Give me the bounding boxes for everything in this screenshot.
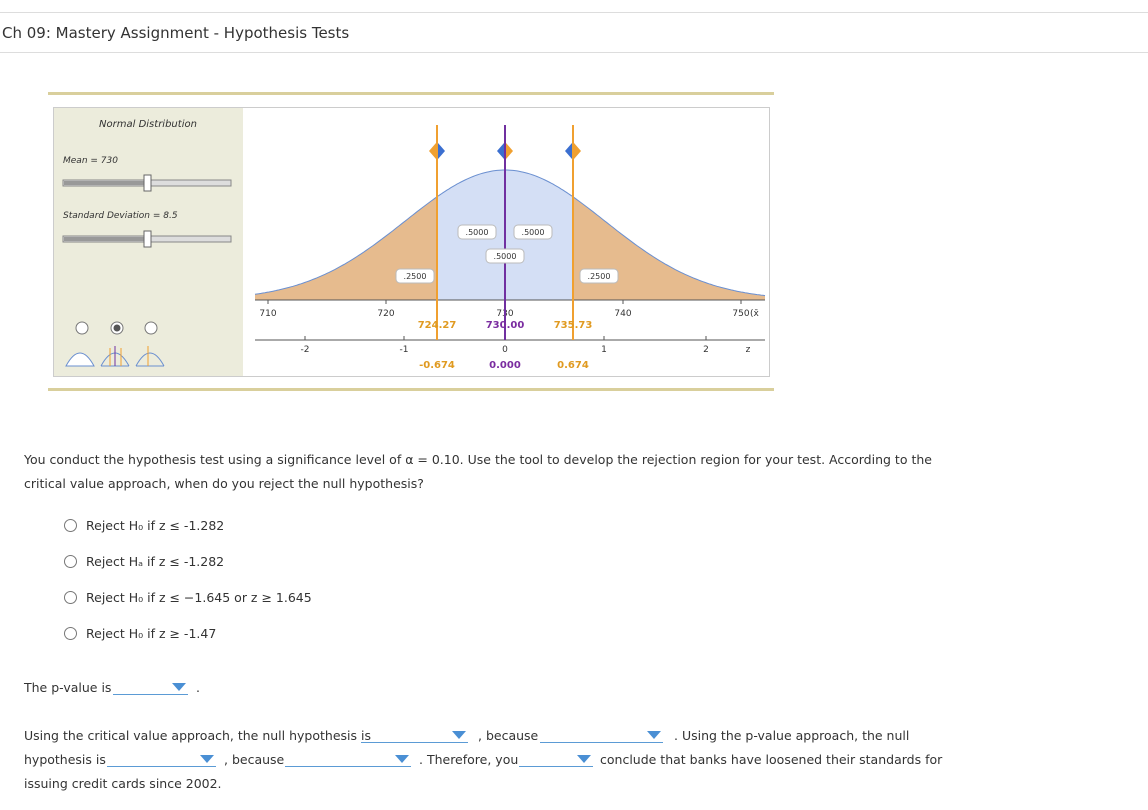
tail-area <box>573 196 765 300</box>
sd-label: Standard Deviation = 8.5 <box>63 211 178 221</box>
area-labels: .2500 .5000 .5000 .5000 .2500 <box>395 224 619 284</box>
dropdown[interactable] <box>285 750 411 767</box>
sentence: , because <box>478 728 539 743</box>
z-tick-label: 2 <box>703 345 709 355</box>
area-box <box>485 248 525 264</box>
z-marker: 0.674 <box>557 360 589 371</box>
sentence: Using the critical value approach, the n… <box>24 728 371 743</box>
mode-radio[interactable] <box>75 321 89 335</box>
handles[interactable] <box>429 143 581 159</box>
pvalue-end: . <box>196 680 200 695</box>
header-rule <box>0 52 1148 53</box>
option-radio[interactable] <box>64 627 77 640</box>
z-tick-label: -1 <box>400 345 409 355</box>
dropdown[interactable] <box>107 750 216 767</box>
area-box <box>579 268 619 284</box>
z-tick-label: 0 <box>502 345 508 355</box>
pvalue-dropdown[interactable] <box>113 678 188 695</box>
option-label[interactable]: Reject Hₐ if z ≤ -1.282 <box>86 554 225 569</box>
x-tick-label: 710 <box>259 309 276 319</box>
z-marker: 0.000 <box>489 360 521 371</box>
x-marker: 724.27 <box>418 320 457 331</box>
question-line: You conduct the hypothesis test using a … <box>24 452 932 467</box>
area-box <box>457 224 497 240</box>
area-label: .2500 <box>404 272 427 281</box>
option-radio[interactable] <box>64 591 77 604</box>
top-rule <box>0 12 1148 13</box>
slider-handle[interactable] <box>143 174 152 192</box>
sentence: . Therefore, you <box>419 752 519 767</box>
mean-label: Mean = 730 <box>63 156 118 166</box>
option-label[interactable]: Reject H₀ if z ≤ −1.645 or z ≥ 1.645 <box>86 590 312 605</box>
z-axis-label: z <box>746 345 751 355</box>
option-label[interactable]: Reject H₀ if z ≤ -1.282 <box>86 518 225 533</box>
page-title: Ch 09: Mastery Assignment - Hypothesis T… <box>2 24 350 42</box>
pvalue-label: The p-value is <box>24 680 112 695</box>
mode-radio[interactable] <box>144 321 158 335</box>
x-marker: 735.73 <box>554 320 593 331</box>
sentence: conclude that banks have loosened their … <box>600 752 943 767</box>
sentence: hypothesis is <box>24 752 106 767</box>
x-tick-label: 750 <box>732 309 749 319</box>
radio-dot <box>113 324 121 332</box>
x-axis-label: (x̄ <box>750 309 760 319</box>
sentence: , because <box>224 752 285 767</box>
option-label[interactable]: Reject H₀ if z ≥ -1.47 <box>86 626 217 641</box>
sentence: issuing credit cards since 2002. <box>24 776 222 791</box>
x-tick-label: 740 <box>614 309 631 319</box>
question-line: critical value approach, when do you rej… <box>24 476 424 491</box>
slider-fill <box>64 237 148 241</box>
option-radio[interactable] <box>64 555 77 568</box>
area-label: .5000 <box>522 228 545 237</box>
area-label: .2500 <box>588 272 611 281</box>
x-tick-label: 720 <box>377 309 394 319</box>
area-box <box>513 224 553 240</box>
mode-icons <box>65 346 165 367</box>
area-label: .5000 <box>466 228 489 237</box>
curve-line <box>254 169 766 297</box>
dropdown[interactable] <box>540 726 663 743</box>
area-box <box>395 268 435 284</box>
slider-fill <box>64 181 148 185</box>
normal-tool: Normal Distribution Mean = 730 Standard … <box>48 92 774 391</box>
rule <box>48 92 774 95</box>
area-label: .5000 <box>494 252 517 261</box>
tool-title: Normal Distribution <box>99 119 197 130</box>
slider-handle[interactable] <box>143 230 152 248</box>
x-marker: 730.00 <box>486 320 525 331</box>
rule <box>48 388 774 391</box>
z-marker: -0.674 <box>419 360 455 371</box>
dropdown[interactable] <box>519 750 593 767</box>
option-radio[interactable] <box>64 519 77 532</box>
z-tick-label: -2 <box>301 345 310 355</box>
tail-area <box>255 196 437 300</box>
z-tick-label: 1 <box>601 345 607 355</box>
sentence: . Using the p-value approach, the null <box>674 728 910 743</box>
dropdown[interactable] <box>361 726 468 743</box>
